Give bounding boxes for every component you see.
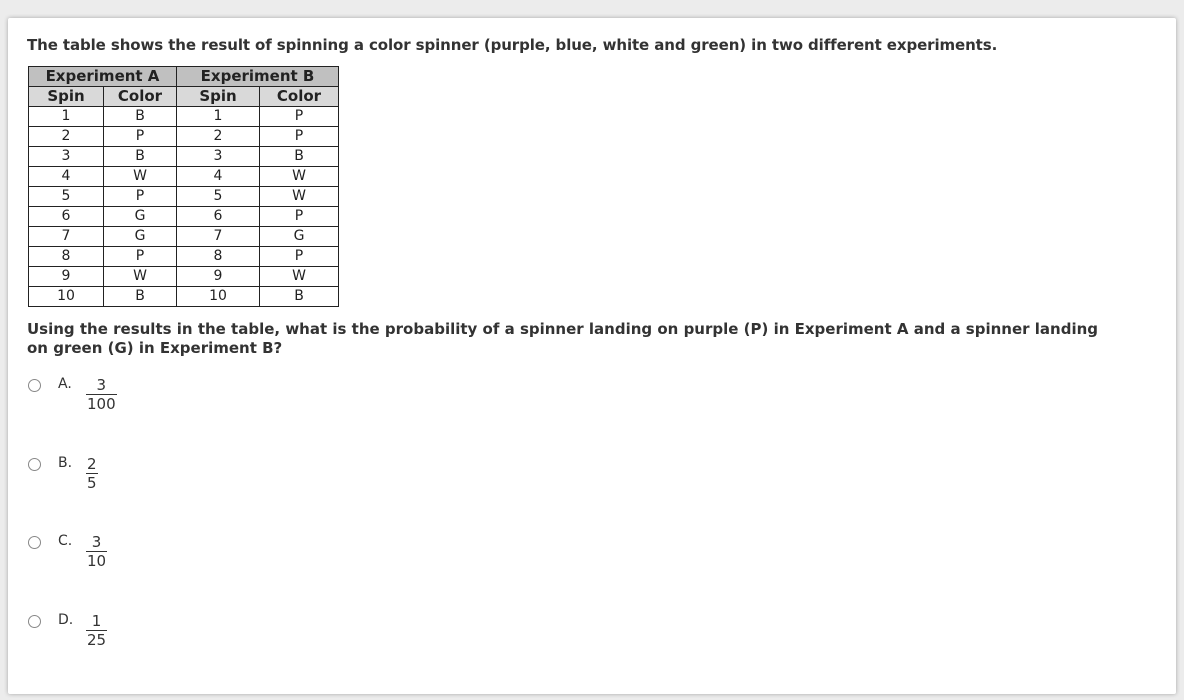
table-cell: 6 <box>28 206 104 227</box>
table-cell: W <box>259 186 339 207</box>
radio-button[interactable] <box>28 615 41 628</box>
table-cell: P <box>259 246 339 267</box>
table-cell: 8 <box>28 246 104 267</box>
table-cell: 9 <box>176 266 260 287</box>
question-text: Using the results in the table, what is … <box>27 320 1098 357</box>
table-cell: B <box>103 146 177 167</box>
answer-option[interactable]: C. 3 10 <box>28 533 108 570</box>
radio-button[interactable] <box>28 458 41 471</box>
fraction: 3 100 <box>86 376 117 413</box>
table-cell: P <box>103 186 177 207</box>
table-cell: 2 <box>28 126 104 147</box>
table-cell: 1 <box>176 106 260 127</box>
table-cell: 10 <box>176 286 260 307</box>
table-cell: G <box>103 226 177 247</box>
group-header: Experiment A <box>28 66 177 87</box>
numerator: 3 <box>91 533 102 551</box>
table-cell: G <box>103 206 177 227</box>
results-table: Experiment A Experiment B Spin Color Spin Co… <box>28 66 339 307</box>
table-cell: B <box>103 106 177 127</box>
denominator: 100 <box>86 394 117 413</box>
table-cell: 2 <box>176 126 260 147</box>
table-cell: 1 <box>28 106 104 127</box>
answer-option[interactable]: A. 3 100 <box>28 376 117 413</box>
table-cell: 5 <box>176 186 260 207</box>
table-cell: 10 <box>28 286 104 307</box>
table-cell: 4 <box>176 166 260 187</box>
radio-button[interactable] <box>28 536 41 549</box>
table-cell: 3 <box>28 146 104 167</box>
answer-option[interactable]: D. 1 25 <box>28 612 108 649</box>
numerator: 1 <box>91 612 102 630</box>
answer-option[interactable]: B. 2 5 <box>28 455 98 492</box>
table-cell: G <box>259 226 339 247</box>
intro-text: The table shows the result of spinning a… <box>27 36 998 54</box>
fraction: 1 25 <box>86 612 108 649</box>
table-cell: P <box>259 126 339 147</box>
table-cell: 6 <box>176 206 260 227</box>
option-label: B. <box>58 455 73 471</box>
option-label: C. <box>58 533 73 549</box>
table-cell: 7 <box>176 226 260 247</box>
fraction: 3 10 <box>86 533 108 570</box>
table-cell: B <box>103 286 177 307</box>
table-cell: 3 <box>176 146 260 167</box>
table-cell: W <box>259 266 339 287</box>
table-row: 10 B 10 B <box>28 286 339 307</box>
group-header: Experiment B <box>176 66 339 87</box>
column-header: Color <box>259 86 339 107</box>
question-card: The table shows the result of spinning a… <box>8 18 1176 694</box>
radio-button[interactable] <box>28 379 41 392</box>
table-cell: P <box>259 106 339 127</box>
table-cell: P <box>103 246 177 267</box>
table-cell: W <box>259 166 339 187</box>
table-cell: 7 <box>28 226 104 247</box>
table-cell: 8 <box>176 246 260 267</box>
denominator: 5 <box>86 473 98 492</box>
table-cell: 4 <box>28 166 104 187</box>
table-cell: W <box>103 166 177 187</box>
table-cell: B <box>259 286 339 307</box>
table-cell: W <box>103 266 177 287</box>
option-label: D. <box>58 612 74 628</box>
numerator: 3 <box>96 376 107 394</box>
column-header: Spin <box>176 86 260 107</box>
column-header: Color <box>103 86 177 107</box>
numerator: 2 <box>87 455 97 473</box>
column-header: Spin <box>28 86 104 107</box>
table-cell: P <box>259 206 339 227</box>
table-cell: 9 <box>28 266 104 287</box>
denominator: 25 <box>86 630 108 649</box>
table-cell: P <box>103 126 177 147</box>
table-cell: B <box>259 146 339 167</box>
table-cell: 5 <box>28 186 104 207</box>
denominator: 10 <box>86 551 108 570</box>
option-label: A. <box>58 376 72 392</box>
